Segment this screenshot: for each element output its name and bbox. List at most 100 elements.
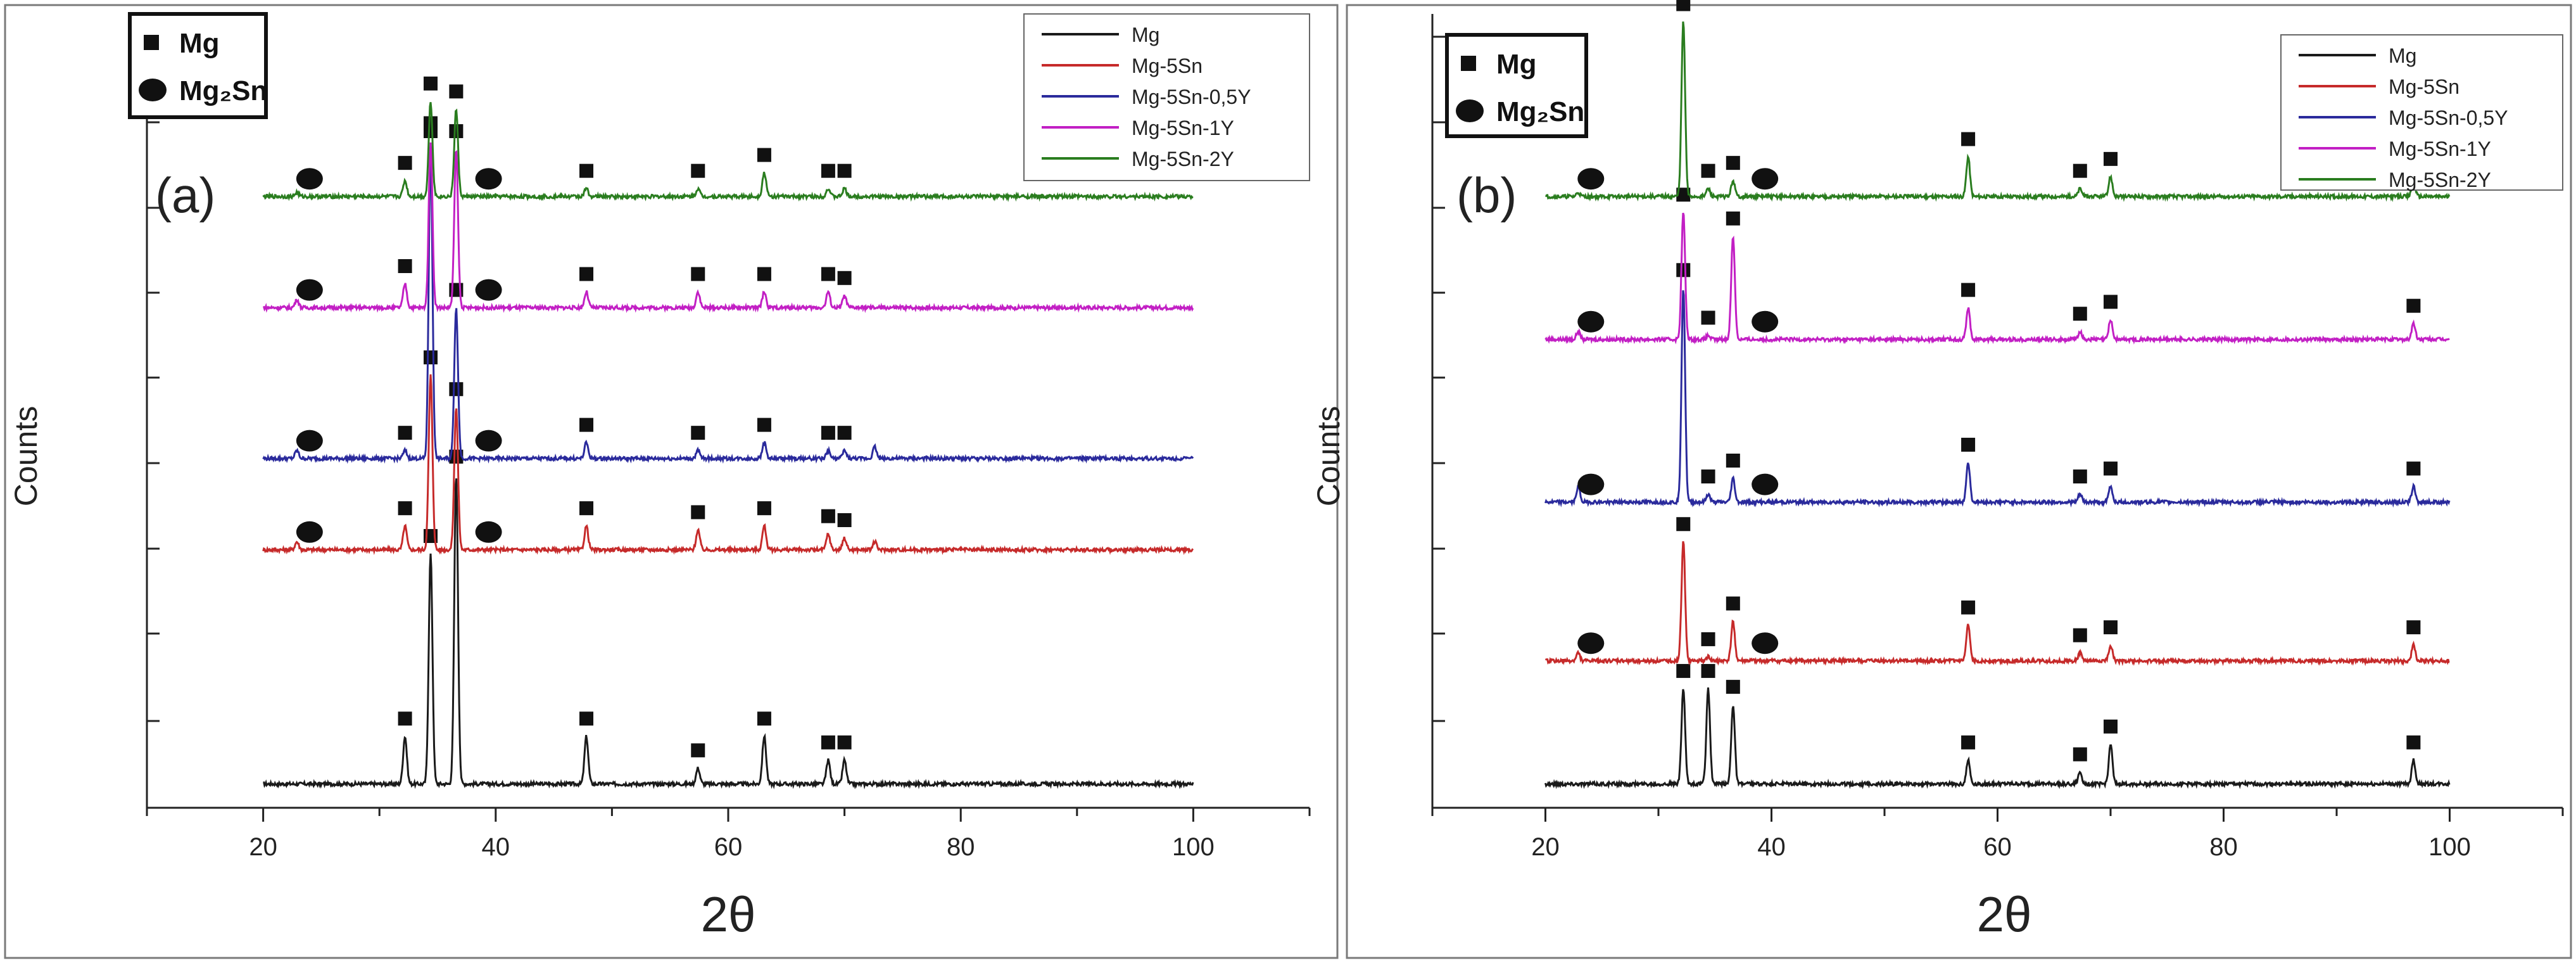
- x-axis-label: 2θ: [701, 886, 756, 942]
- mg-peak-marker: [579, 418, 594, 432]
- mg2sn-peak-marker: [1577, 473, 1605, 495]
- mg-peak-marker: [2104, 295, 2118, 309]
- panel-label: (a): [155, 167, 215, 223]
- mg2sn-peak-marker: [475, 430, 502, 452]
- mg-peak-marker: [691, 505, 705, 520]
- mg-peak-marker: [1961, 283, 1976, 297]
- mg-peak-marker: [449, 124, 464, 139]
- mg-peak-marker: [1676, 188, 1691, 202]
- x-tick-label: 80: [2209, 833, 2238, 861]
- series-line: [262, 102, 1194, 202]
- mg-peak-marker: [757, 148, 771, 162]
- series-mg-5sn-1y: [263, 116, 1194, 314]
- legend-label: Mg-5Sn-0,5Y: [2389, 106, 2508, 129]
- mg-peak-marker: [2073, 747, 2087, 762]
- mg-peak-marker: [1701, 469, 1715, 484]
- mg-peak-marker: [2104, 151, 2118, 166]
- x-axis-label: 2θ: [1977, 886, 2032, 942]
- x-tick-label: 40: [482, 833, 510, 861]
- mg-peak-marker: [423, 76, 438, 91]
- mg-peak-marker: [579, 267, 594, 281]
- mg2sn-peak-marker: [296, 168, 323, 190]
- mg-peak-marker: [821, 426, 835, 440]
- mg-peak-marker: [1961, 437, 1976, 452]
- mg-peak-marker: [821, 509, 835, 523]
- mg-peak-marker: [423, 116, 438, 131]
- mg2sn-peak-marker: [1752, 310, 1779, 333]
- panel-label: (b): [1456, 167, 1517, 223]
- legend-label: Mg: [1132, 23, 1159, 46]
- series-line: [1544, 687, 2451, 789]
- mg-peak-marker: [579, 501, 594, 516]
- legend-label: Mg-5Sn: [1132, 54, 1203, 77]
- x-tick-label: 40: [1757, 833, 1786, 861]
- mg-peak-marker: [691, 743, 705, 758]
- mg-peak-marker: [757, 711, 771, 726]
- legend-label: Mg-5Sn-2Y: [1132, 148, 1234, 170]
- phase-legend-circle-icon: [1456, 99, 1484, 122]
- mg-peak-marker: [2104, 719, 2118, 734]
- series-mg: [1544, 664, 2451, 789]
- mg-peak-marker: [837, 163, 852, 178]
- y-axis-label: Counts: [8, 406, 44, 506]
- legend-label: Mg-5Sn: [2389, 75, 2459, 98]
- mg-peak-marker: [757, 267, 771, 281]
- mg-peak-marker: [2406, 298, 2421, 313]
- mg-peak-marker: [423, 350, 438, 365]
- mg-peak-marker: [837, 513, 852, 527]
- mg-peak-marker: [837, 271, 852, 285]
- mg-peak-marker: [449, 449, 464, 464]
- mg-peak-marker: [398, 501, 412, 516]
- mg-peak-marker: [691, 426, 705, 440]
- mg-peak-marker: [1726, 454, 1740, 468]
- phase-legend-circle-icon: [139, 79, 167, 101]
- legend-label: Mg-5Sn-2Y: [2389, 169, 2491, 191]
- mg-peak-marker: [1961, 132, 1976, 146]
- mg2sn-peak-marker: [296, 521, 323, 543]
- mg-peak-marker: [1961, 600, 1976, 615]
- mg-peak-marker: [757, 418, 771, 432]
- mg-peak-marker: [449, 84, 464, 99]
- mg-peak-marker: [2406, 735, 2421, 749]
- series-line: [263, 478, 1194, 789]
- mg-peak-marker: [757, 501, 771, 516]
- mg-peak-marker: [691, 163, 705, 178]
- phase-legend-square-icon: [1461, 56, 1476, 71]
- panel-a: 20 40 60 80 100 2θ Counts (a) Mg Mg₂Sn Mg Mg-5Sn Mg-…: [4, 4, 1339, 959]
- series-line: [1544, 212, 2450, 345]
- mg-peak-marker: [1961, 735, 1976, 749]
- phase-legend-label: Mg₂Sn: [1496, 96, 1584, 127]
- y-axis-label: Counts: [1311, 406, 1346, 506]
- series-mg-5sn-0-5y: [1544, 263, 2451, 508]
- mg-peak-marker: [2406, 461, 2421, 476]
- mg-peak-marker: [1701, 310, 1715, 325]
- mg-peak-marker: [2073, 469, 2087, 484]
- series-mg-5sn-2y: [262, 76, 1194, 202]
- mg-peak-marker: [1726, 680, 1740, 694]
- mg-peak-marker: [1726, 211, 1740, 226]
- mg-peak-marker: [821, 735, 835, 749]
- x-tick-label: 100: [1172, 833, 1215, 861]
- mg-peak-marker: [837, 426, 852, 440]
- mg2sn-peak-marker: [1577, 168, 1605, 190]
- x-tick-label: 60: [714, 833, 743, 861]
- mg-peak-marker: [1676, 664, 1691, 679]
- mg-peak-marker: [1726, 596, 1740, 611]
- mg-peak-marker: [1676, 0, 1691, 11]
- legend-label: Mg-5Sn-1Y: [2389, 137, 2491, 160]
- series-line: [1545, 21, 2451, 202]
- series-line: [262, 147, 1194, 464]
- mg2sn-peak-marker: [1752, 632, 1779, 654]
- mg-peak-marker: [579, 163, 594, 178]
- phase-legend-label: Mg₂Sn: [179, 75, 267, 106]
- mg-peak-marker: [449, 382, 464, 397]
- mg-peak-marker: [1701, 163, 1715, 178]
- series-mg: [263, 449, 1194, 789]
- series-mg-5sn-1y: [1544, 188, 2450, 345]
- mg-peak-marker: [1676, 517, 1691, 532]
- x-tick-label: 80: [947, 833, 975, 861]
- mg-peak-marker: [2104, 620, 2118, 635]
- mg-peak-marker: [821, 163, 835, 178]
- mg2sn-peak-marker: [475, 521, 502, 543]
- x-tick-label: 20: [249, 833, 277, 861]
